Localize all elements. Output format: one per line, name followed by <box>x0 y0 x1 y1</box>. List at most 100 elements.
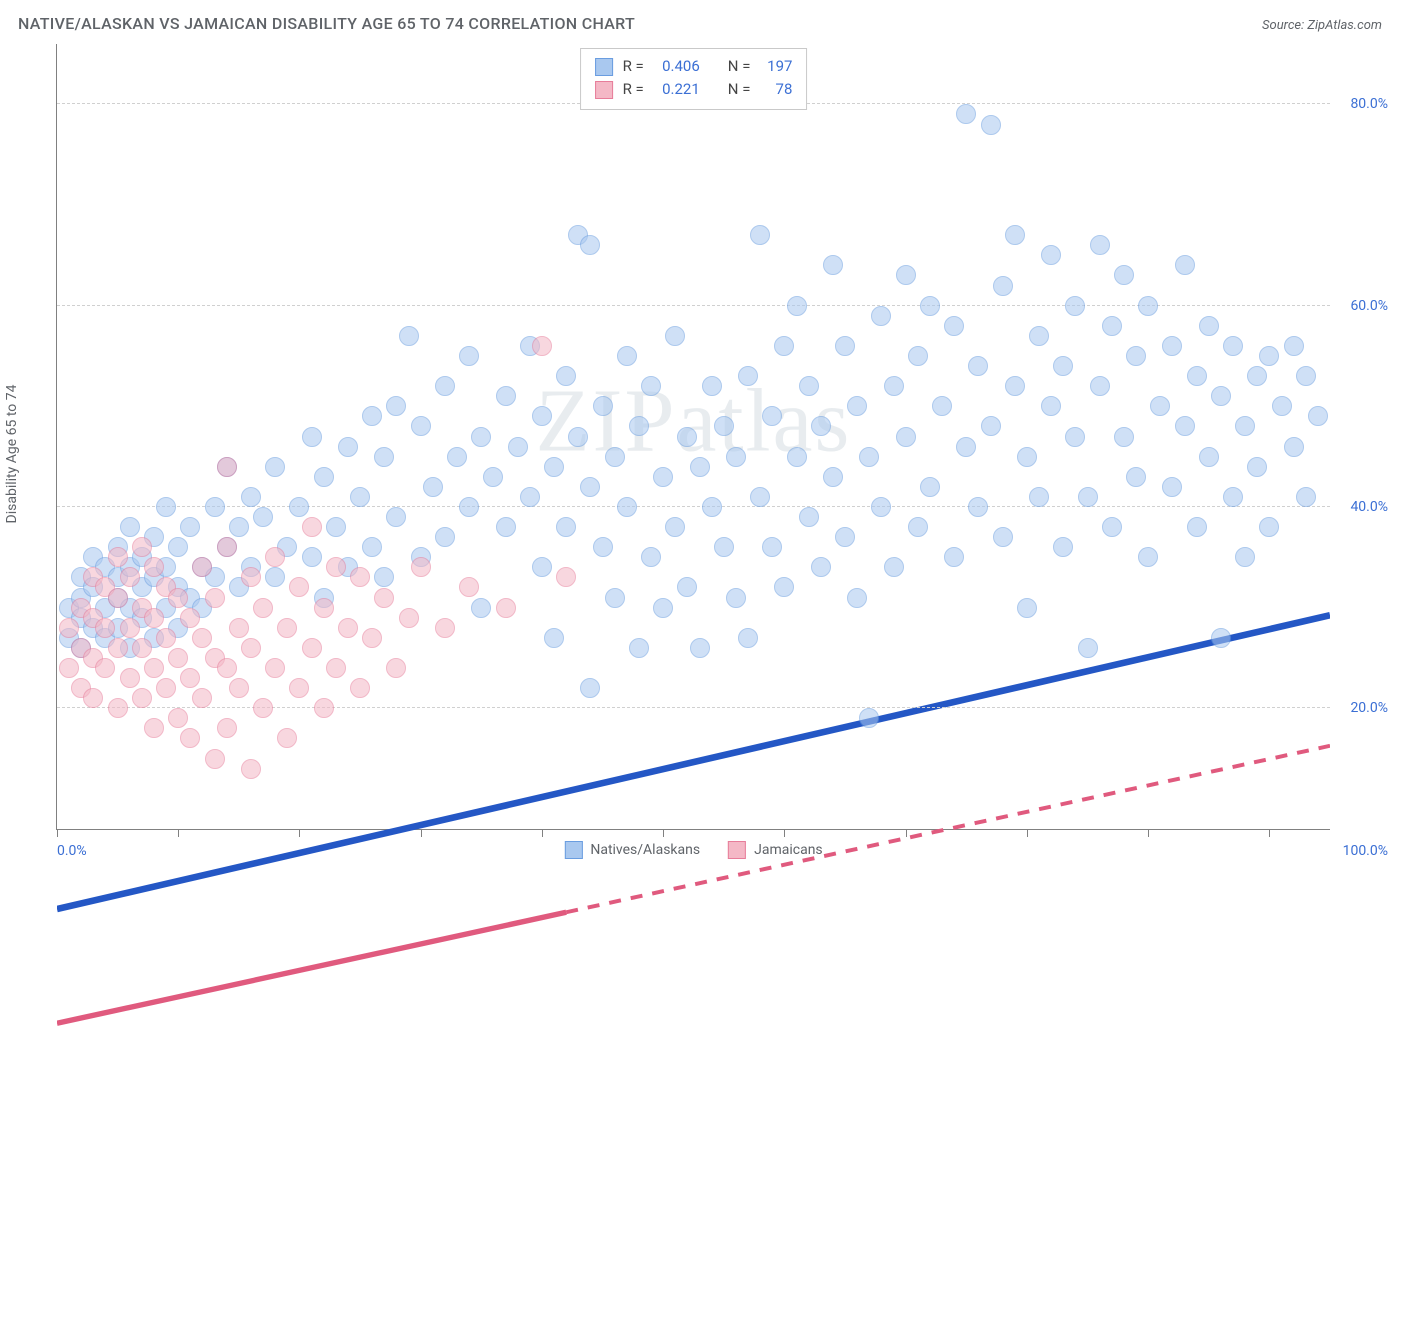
data-point <box>738 628 758 648</box>
data-point <box>811 416 831 436</box>
data-point <box>120 618 140 638</box>
data-point <box>690 457 710 477</box>
data-point <box>787 447 807 467</box>
data-point <box>132 537 152 557</box>
data-point <box>1284 437 1304 457</box>
data-point <box>496 598 516 618</box>
data-point <box>59 658 79 678</box>
data-point <box>847 588 867 608</box>
data-point <box>629 416 649 436</box>
x-tick <box>57 829 58 837</box>
gridline <box>57 707 1330 708</box>
data-point <box>120 517 140 537</box>
data-point <box>229 517 249 537</box>
data-point <box>483 467 503 487</box>
data-point <box>1078 487 1098 507</box>
data-point <box>1211 386 1231 406</box>
data-point <box>1065 296 1085 316</box>
data-point <box>1247 457 1267 477</box>
data-point <box>641 376 661 396</box>
legend-swatch <box>728 841 746 859</box>
data-point <box>1187 517 1207 537</box>
data-point <box>192 688 212 708</box>
x-axis-min-label: 0.0% <box>57 843 87 859</box>
data-point <box>362 628 382 648</box>
data-point <box>1199 447 1219 467</box>
data-point <box>350 678 370 698</box>
data-point <box>399 326 419 346</box>
data-point <box>362 406 382 426</box>
data-point <box>289 577 309 597</box>
data-point <box>629 638 649 658</box>
data-point <box>241 487 261 507</box>
data-point <box>956 437 976 457</box>
data-point <box>750 487 770 507</box>
data-point <box>1090 376 1110 396</box>
y-tick-label: 20.0% <box>1336 700 1388 716</box>
y-tick-label: 60.0% <box>1336 298 1388 314</box>
data-point <box>726 447 746 467</box>
legend-n-label: N = <box>728 55 751 78</box>
data-point <box>981 416 1001 436</box>
data-point <box>253 698 273 718</box>
x-tick <box>1027 829 1028 837</box>
data-point <box>144 557 164 577</box>
data-point <box>835 527 855 547</box>
data-point <box>1090 235 1110 255</box>
data-point <box>386 658 406 678</box>
data-point <box>435 376 455 396</box>
data-point <box>265 457 285 477</box>
data-point <box>350 567 370 587</box>
data-point <box>156 497 176 517</box>
data-point <box>471 598 491 618</box>
data-point <box>1005 225 1025 245</box>
data-point <box>1296 366 1316 386</box>
data-point <box>665 517 685 537</box>
data-point <box>326 517 346 537</box>
source-attribution: Source: ZipAtlas.com <box>1262 18 1382 33</box>
data-point <box>289 497 309 517</box>
data-point <box>690 638 710 658</box>
data-point <box>326 658 346 678</box>
data-point <box>471 427 491 447</box>
data-point <box>205 588 225 608</box>
data-point <box>95 618 115 638</box>
plot-frame: ZIPatlas R =0.406N =197R =0.221N =78 Nat… <box>56 44 1330 830</box>
data-point <box>120 567 140 587</box>
x-tick <box>784 829 785 837</box>
data-point <box>1162 477 1182 497</box>
data-point <box>847 396 867 416</box>
data-point <box>871 497 891 517</box>
data-point <box>1017 598 1037 618</box>
data-point <box>1078 638 1098 658</box>
data-point <box>180 728 200 748</box>
data-point <box>386 396 406 416</box>
data-point <box>1114 427 1134 447</box>
data-point <box>1150 396 1170 416</box>
x-tick <box>421 829 422 837</box>
data-point <box>532 336 552 356</box>
data-point <box>1041 245 1061 265</box>
data-point <box>520 487 540 507</box>
data-point <box>896 265 916 285</box>
trend-line <box>57 912 566 1023</box>
data-point <box>968 356 988 376</box>
data-point <box>144 608 164 628</box>
y-axis-label: Disability Age 65 to 74 <box>4 385 20 524</box>
data-point <box>920 296 940 316</box>
data-point <box>265 658 285 678</box>
data-point <box>229 618 249 638</box>
data-point <box>556 517 576 537</box>
data-point <box>314 467 334 487</box>
data-point <box>1247 366 1267 386</box>
data-point <box>884 557 904 577</box>
legend-r-label: R = <box>623 55 644 78</box>
data-point <box>944 316 964 336</box>
data-point <box>653 467 673 487</box>
data-point <box>168 588 188 608</box>
data-point <box>556 567 576 587</box>
chart-title: NATIVE/ALASKAN VS JAMAICAN DISABILITY AG… <box>18 14 635 33</box>
data-point <box>459 497 479 517</box>
legend-swatch <box>595 81 613 99</box>
data-point <box>799 376 819 396</box>
